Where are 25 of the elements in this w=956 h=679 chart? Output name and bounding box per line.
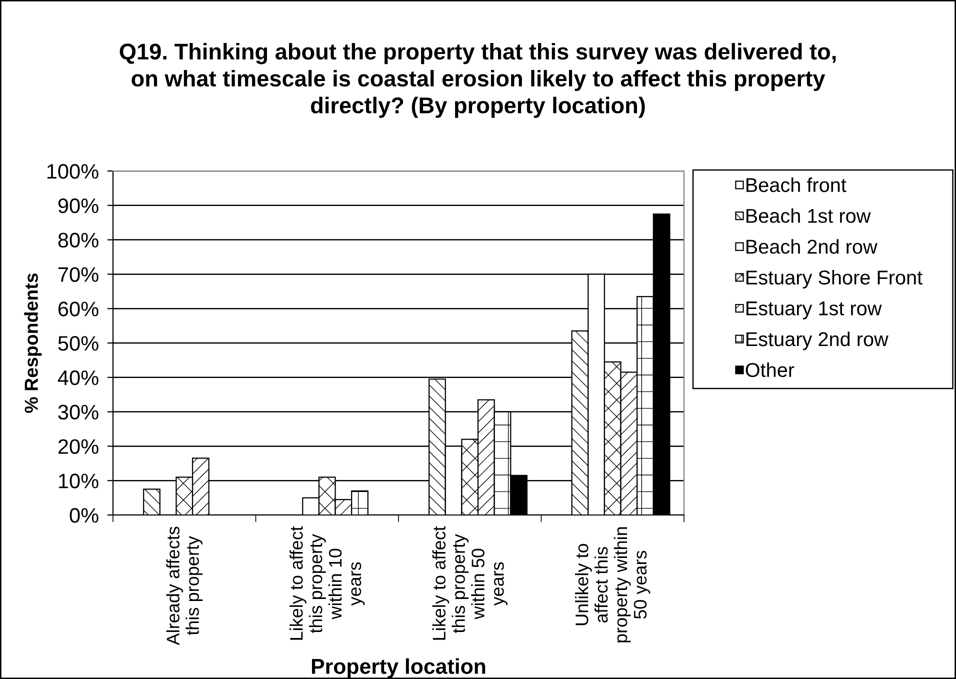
y-tick-label: 80% xyxy=(58,232,98,248)
chart-title: Q19. Thinking about the property that this survey was delivered to, on what timescale is coastal erosion likely to affect this property directly? (By property location) xyxy=(120,43,836,118)
legend-label: Beach front xyxy=(746,178,846,192)
y-tick-label: 20% xyxy=(58,439,98,454)
x-axis-title: Property location xyxy=(312,658,486,678)
x-tick-label: Likely to affect this property within 50 years xyxy=(432,526,508,640)
legend-label: Estuary Shore Front xyxy=(746,270,922,289)
legend-label: Beach 2nd row xyxy=(746,239,878,254)
x-tick-label: Likely to affect this property within 10 years xyxy=(290,526,365,640)
legend-label: Other xyxy=(746,362,794,378)
y-tick-label: 10% xyxy=(59,474,98,488)
y-tick-label: 60% xyxy=(58,302,98,316)
y-axis-title: % Respondents xyxy=(24,273,42,413)
y-tick-label: 100% xyxy=(47,164,98,179)
y-tick-label: 30% xyxy=(58,404,98,420)
y-tick-label: 90% xyxy=(58,198,98,214)
legend-label: Estuary 1st row xyxy=(746,302,882,320)
y-tick-label: 50% xyxy=(58,336,98,351)
y-tick-label: 0% xyxy=(70,508,98,523)
legend-label: Estuary 2nd row xyxy=(746,332,888,350)
y-tick-label: 70% xyxy=(58,267,98,282)
x-tick-label: Already affects this property xyxy=(166,526,203,646)
x-tick-label: Unlikely to affect this property within 50 years xyxy=(575,527,650,642)
legend-label: Beach 1st row xyxy=(746,208,871,223)
y-tick-label: 40% xyxy=(58,370,98,386)
